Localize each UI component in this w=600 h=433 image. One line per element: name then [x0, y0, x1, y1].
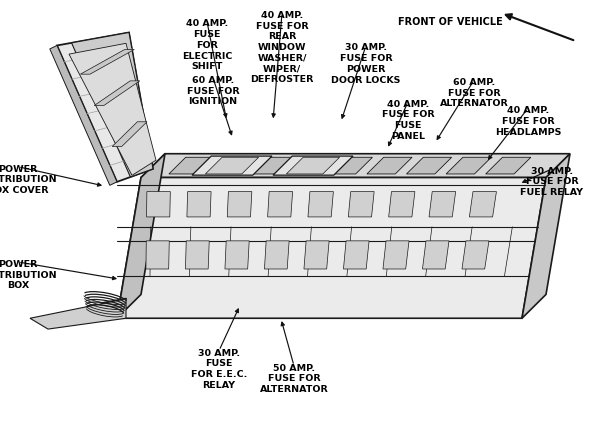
Text: 30 AMP.
FUSE FOR
FUEL RELAY: 30 AMP. FUSE FOR FUEL RELAY	[521, 167, 583, 197]
Polygon shape	[248, 157, 293, 174]
Polygon shape	[469, 191, 496, 217]
Text: 30 AMP.
FUSE
FOR E.E.C.
RELAY: 30 AMP. FUSE FOR E.E.C. RELAY	[191, 349, 247, 390]
Text: 40 AMP.
FUSE FOR
HEADLAMPS: 40 AMP. FUSE FOR HEADLAMPS	[495, 106, 561, 136]
Polygon shape	[367, 157, 412, 174]
Polygon shape	[304, 241, 329, 269]
Polygon shape	[192, 156, 272, 175]
Polygon shape	[146, 241, 169, 269]
Polygon shape	[486, 157, 531, 174]
Polygon shape	[522, 154, 570, 318]
Text: 40 AMP.
FUSE FOR
REAR
WINDOW
WASHER/
WIPER/
DEFROSTER: 40 AMP. FUSE FOR REAR WINDOW WASHER/ WIP…	[250, 11, 314, 84]
Polygon shape	[265, 241, 289, 269]
Text: FRONT OF VEHICLE: FRONT OF VEHICLE	[398, 17, 502, 27]
Text: 30 AMP.
FUSE FOR
POWER
DOOR LOCKS: 30 AMP. FUSE FOR POWER DOOR LOCKS	[331, 43, 401, 84]
Polygon shape	[50, 45, 117, 185]
Polygon shape	[273, 156, 353, 175]
Polygon shape	[205, 157, 259, 174]
Polygon shape	[446, 157, 491, 174]
Polygon shape	[57, 32, 153, 182]
Polygon shape	[349, 191, 374, 217]
Polygon shape	[462, 241, 489, 269]
Text: 50 AMP.
FUSE FOR
ALTERNATOR: 50 AMP. FUSE FOR ALTERNATOR	[260, 364, 328, 394]
Polygon shape	[429, 191, 455, 217]
Polygon shape	[71, 32, 153, 177]
Polygon shape	[80, 49, 134, 74]
Polygon shape	[69, 43, 156, 175]
Polygon shape	[94, 81, 140, 106]
Polygon shape	[268, 191, 293, 217]
Polygon shape	[146, 191, 170, 217]
Polygon shape	[308, 191, 334, 217]
Polygon shape	[328, 157, 373, 174]
Polygon shape	[112, 122, 147, 146]
Text: 40 AMP.
FUSE FOR
FUSE
PANEL: 40 AMP. FUSE FOR FUSE PANEL	[382, 100, 434, 141]
Polygon shape	[286, 157, 340, 174]
Text: 40 AMP.
FUSE
FOR
ELECTRIC
SHIFT: 40 AMP. FUSE FOR ELECTRIC SHIFT	[182, 19, 232, 71]
Text: POWER
DISTRIBUTION
BOX COVER: POWER DISTRIBUTION BOX COVER	[0, 165, 56, 195]
Polygon shape	[343, 241, 369, 269]
Polygon shape	[185, 241, 209, 269]
Text: 60 AMP.
FUSE FOR
ALTERNATOR: 60 AMP. FUSE FOR ALTERNATOR	[440, 78, 508, 108]
Polygon shape	[209, 157, 254, 174]
Polygon shape	[422, 241, 449, 269]
Polygon shape	[30, 299, 126, 329]
Polygon shape	[169, 157, 214, 174]
Polygon shape	[383, 241, 409, 269]
Text: POWER
DISTRIBUTION
BOX: POWER DISTRIBUTION BOX	[0, 260, 56, 290]
Polygon shape	[117, 178, 546, 318]
Polygon shape	[389, 191, 415, 217]
Polygon shape	[117, 154, 165, 318]
Text: 60 AMP.
FUSE FOR
IGNITION: 60 AMP. FUSE FOR IGNITION	[187, 76, 239, 106]
Polygon shape	[225, 241, 249, 269]
Polygon shape	[407, 157, 452, 174]
Polygon shape	[288, 157, 333, 174]
Polygon shape	[141, 154, 570, 178]
Polygon shape	[187, 191, 211, 217]
Polygon shape	[227, 191, 252, 217]
